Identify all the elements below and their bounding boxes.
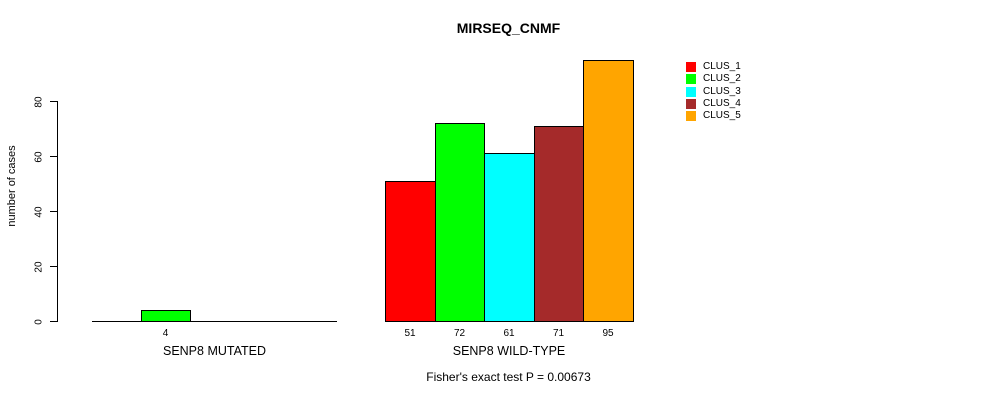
y-tick-label: 0 — [33, 318, 45, 325]
legend-entry: CLUS_4 — [686, 98, 741, 110]
legend-entry-label: CLUS_2 — [703, 73, 741, 85]
y-axis-tick — [50, 156, 57, 157]
bar-value-label: 71 — [552, 328, 565, 339]
legend-entry-label: CLUS_5 — [703, 110, 741, 122]
group-label: SENP8 MUTATED — [162, 344, 267, 358]
legend-entry-label: CLUS_4 — [703, 98, 741, 110]
legend-entry: CLUS_2 — [686, 73, 741, 85]
bar-value-label: 72 — [453, 328, 466, 339]
y-axis-line — [57, 101, 58, 322]
legend-swatch — [686, 62, 696, 73]
y-axis-tick — [50, 266, 57, 267]
legend-swatch — [686, 111, 696, 122]
y-axis-tick — [50, 101, 57, 102]
legend-swatch — [686, 99, 696, 110]
bar-value-label: 4 — [162, 328, 169, 339]
y-tick-label: 40 — [33, 205, 45, 218]
bar-clus_5 — [583, 60, 634, 322]
legend: CLUS_1 CLUS_2 CLUS_3 CLUS_4 CLUS_5 — [686, 61, 741, 122]
chart-title: MIRSEQ_CNMF — [456, 20, 561, 36]
bar-clus_2 — [435, 123, 485, 322]
group-label: SENP8 WILD-TYPE — [452, 344, 566, 358]
legend-entry-label: CLUS_1 — [703, 61, 741, 73]
bar-clus_3 — [484, 153, 535, 322]
legend-entry: CLUS_5 — [686, 110, 741, 122]
y-axis-label: number of cases — [6, 145, 18, 227]
bar-value-label: 61 — [503, 328, 515, 339]
x-axis-baseline — [92, 321, 337, 322]
y-tick-label: 80 — [33, 95, 45, 108]
legend-entry: CLUS_1 — [686, 61, 741, 73]
legend-swatch — [686, 74, 696, 85]
y-tick-label: 60 — [33, 150, 45, 163]
legend-entry-label: CLUS_3 — [703, 85, 741, 97]
legend-swatch — [686, 86, 696, 97]
bar-value-label: 51 — [404, 328, 416, 339]
stat-annotation: Fisher's exact test P = 0.00673 — [426, 370, 591, 384]
y-axis-tick — [50, 211, 57, 212]
y-axis-tick — [50, 321, 57, 322]
y-tick-label: 20 — [33, 260, 45, 273]
bar-clus_4 — [534, 126, 584, 322]
legend-entry: CLUS_3 — [686, 86, 741, 98]
bar-clus_1 — [385, 181, 436, 322]
bar-value-label: 95 — [602, 328, 614, 339]
bar-clus_2 — [141, 310, 191, 322]
